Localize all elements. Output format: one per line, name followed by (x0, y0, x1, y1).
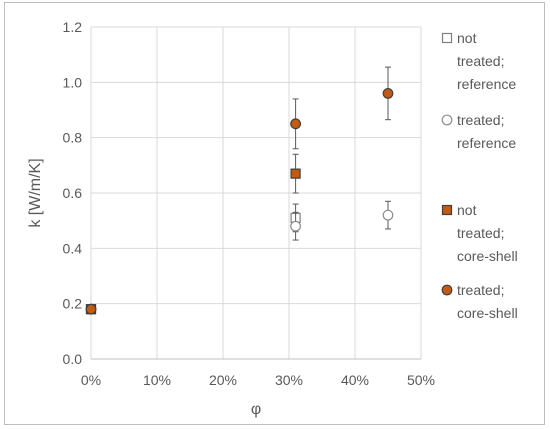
legend-marker (441, 204, 453, 216)
legend-label: treated; (457, 225, 504, 241)
x-tick-label: 20% (209, 372, 237, 388)
x-tick-label: 10% (143, 372, 171, 388)
data-point (290, 220, 302, 232)
data-point (382, 209, 394, 221)
legend-label: reference (457, 76, 516, 92)
y-axis-title: k [W/m/K] (27, 158, 44, 227)
y-tick-label: 0.8 (63, 130, 83, 146)
data-point (85, 303, 97, 315)
y-tick-label: 0.0 (63, 351, 83, 367)
data-point (382, 87, 394, 99)
legend-label: reference (457, 135, 516, 151)
x-tick-label: 0% (81, 372, 101, 388)
legend-marker (441, 114, 453, 126)
y-tick-label: 0.6 (63, 185, 83, 201)
legend-label: treated; (457, 53, 504, 69)
x-tick-label: 50% (407, 372, 435, 388)
legend-label: core-shell (457, 305, 518, 321)
y-tick-label: 0.4 (63, 240, 83, 256)
x-axis-title: φ (251, 401, 261, 418)
legend-label: treated; (457, 112, 504, 128)
legend-label: treated; (457, 282, 504, 298)
legend-label: not (457, 202, 477, 218)
legend-marker (441, 32, 453, 44)
x-tick-label: 40% (341, 372, 369, 388)
y-tick-label: 1.2 (63, 19, 83, 35)
legend-label: core-shell (457, 248, 518, 264)
y-tick-label: 1.0 (63, 74, 83, 90)
x-tick-label: 30% (275, 372, 303, 388)
y-tick-label: 0.2 (63, 296, 83, 312)
data-point (290, 118, 302, 130)
data-point (290, 168, 301, 179)
legend-marker (441, 284, 453, 296)
legend-label: not (457, 30, 477, 46)
